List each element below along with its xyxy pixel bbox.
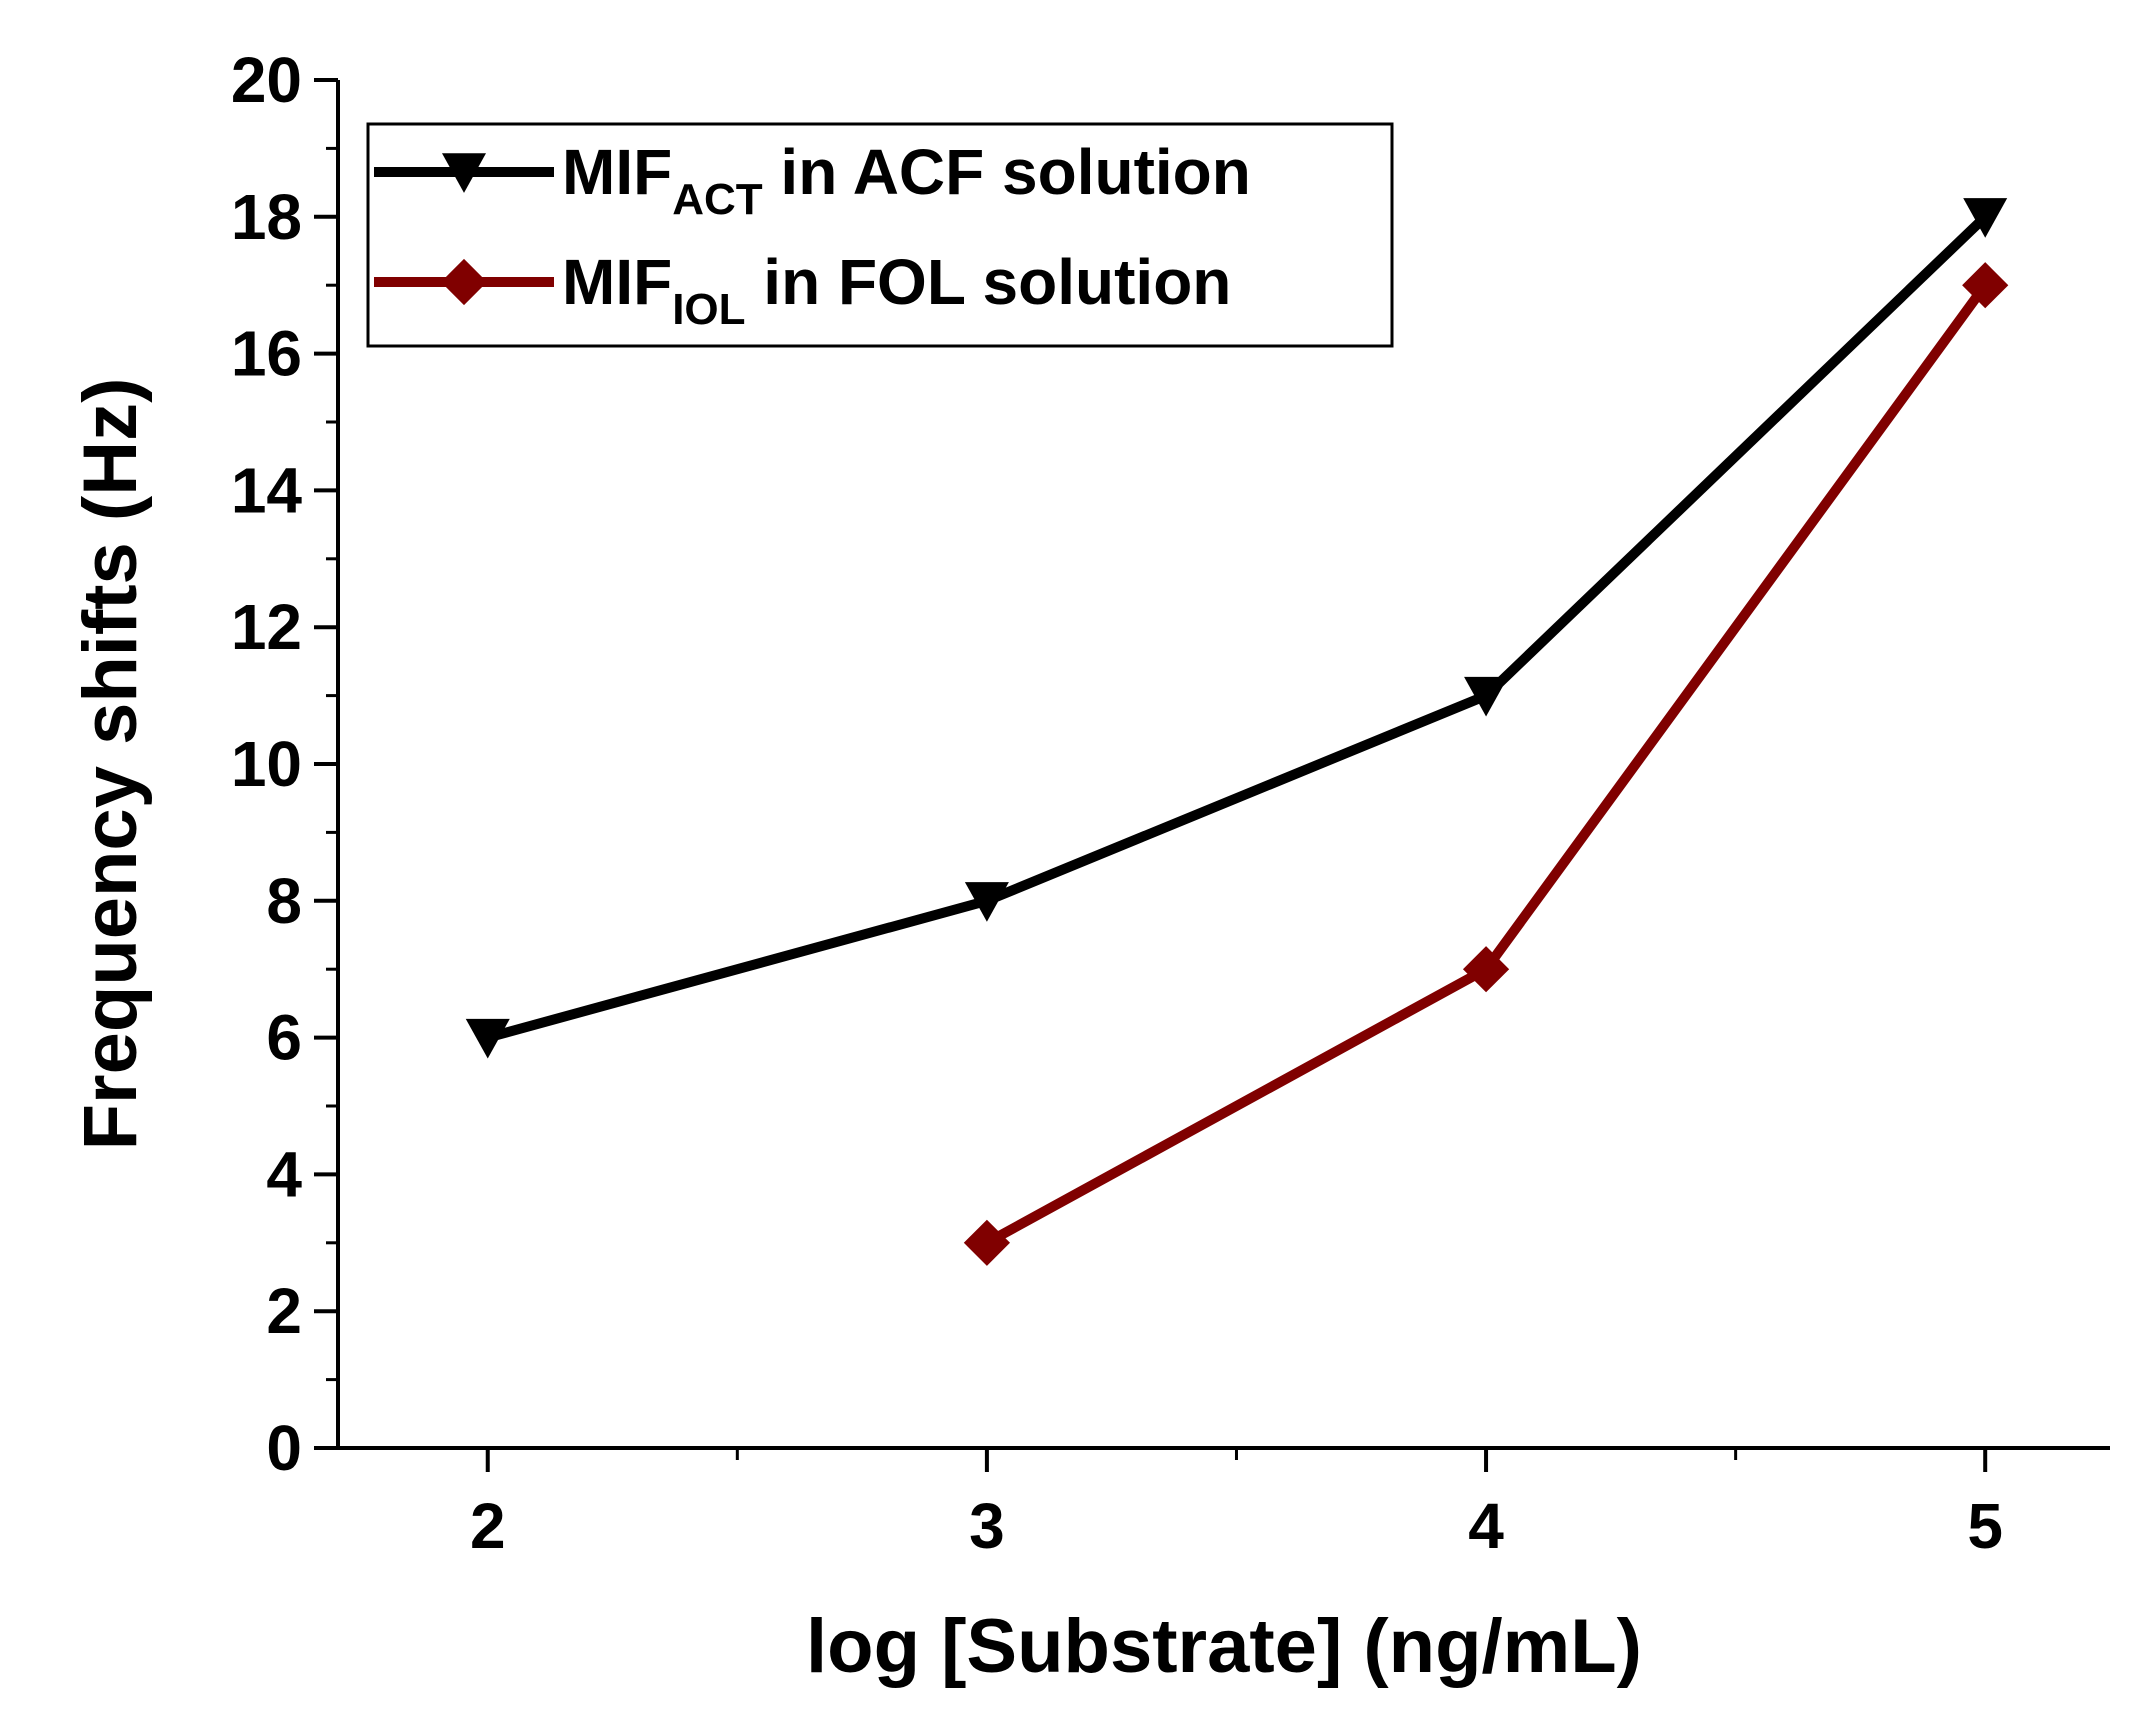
- x-tick-label: 3: [969, 1490, 1005, 1562]
- series-2: [963, 262, 2009, 1266]
- series-layer: [465, 198, 2009, 1266]
- data-point: [1963, 198, 2008, 238]
- y-tick-label: 4: [266, 1138, 302, 1210]
- y-tick-label: 8: [266, 865, 302, 937]
- x-tick-label: 5: [1967, 1490, 2003, 1562]
- y-axis-title: Frequency shifts (Hz): [68, 378, 153, 1151]
- y-tick-label: 0: [266, 1412, 302, 1484]
- series-line: [486, 213, 1989, 1043]
- y-tick-label: 16: [231, 318, 302, 390]
- legend-label-main: MIF: [562, 246, 672, 318]
- legend-label: MIFACT in ACF solution: [562, 136, 1251, 224]
- legend-label-rest: in ACF solution: [763, 136, 1251, 208]
- data-point: [1464, 676, 1509, 717]
- data-point: [465, 1018, 510, 1059]
- data-point: [963, 1219, 1011, 1266]
- legend-label-rest: in FOL solution: [746, 246, 1232, 318]
- legend-item: MIFACT in ACF solution: [374, 136, 1251, 224]
- x-axis-title: log [Substrate] (ng/mL): [806, 1604, 1642, 1689]
- y-tick-label: 20: [231, 44, 302, 116]
- y-tick-label: 2: [266, 1275, 302, 1347]
- y-tick-label: 18: [231, 181, 302, 253]
- legend-item: MIFIOL in FOL solution: [374, 246, 1231, 334]
- y-tick-label: 10: [231, 728, 302, 800]
- series-line: [984, 282, 1990, 1248]
- y-tick-label: 6: [266, 1002, 302, 1074]
- legend-label-main: MIF: [562, 136, 672, 208]
- x-tick-label: 4: [1468, 1490, 1504, 1562]
- legend-label-subscript: ACT: [672, 175, 763, 224]
- legend-box: [366, 122, 1394, 348]
- data-point: [1462, 946, 1510, 993]
- y-tick-label: 12: [231, 591, 302, 663]
- data-point: [964, 882, 1009, 922]
- legend-label: MIFIOL in FOL solution: [562, 246, 1231, 334]
- axes: 0 2 4 6 8 10 12 14 16 18 20 2 3 4 5: [231, 44, 2110, 1562]
- legend-label-subscript: IOL: [672, 285, 745, 334]
- data-point: [1962, 262, 2009, 309]
- y-tick-label: 14: [231, 454, 303, 526]
- series-1: [465, 198, 2008, 1059]
- legend-marker: [440, 258, 488, 306]
- legend-marker: [442, 153, 486, 193]
- x-tick-label: 2: [470, 1490, 506, 1562]
